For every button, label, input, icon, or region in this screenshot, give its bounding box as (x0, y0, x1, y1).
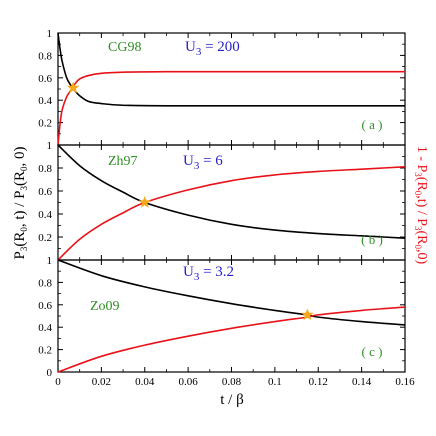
y-tick-label: 0.8 (38, 277, 52, 289)
y-tick-label: 0.6 (38, 73, 52, 85)
panel-label: ( a ) (362, 117, 383, 132)
x-tick-label: 0.12 (309, 376, 328, 388)
y-tick-label: 0.4 (38, 209, 52, 221)
dataset-tag: CG98 (108, 40, 141, 55)
x-tick-label: 0.04 (135, 376, 155, 388)
dataset-tag: Zh97 (108, 154, 138, 169)
y-tick-label: 0.2 (38, 345, 52, 357)
y-tick-label: 0.4 (38, 95, 52, 107)
y-tick-label: 0.6 (38, 186, 52, 198)
u3-label: U3 = 6 (183, 153, 223, 172)
y-tick-label: 0.8 (38, 50, 52, 62)
y-tick-label: 1 (47, 255, 53, 267)
panel-b: 1 0.8 0.6 0.4 0.2 Zh97 U3 = 6 ( b ) (38, 140, 406, 261)
red-curve (57, 70, 405, 146)
x-tick-label: 0.16 (395, 376, 415, 388)
x-tick-label: 0.06 (179, 376, 199, 388)
black-curve (57, 144, 406, 239)
crossing-star-marker (301, 308, 314, 321)
x-tick-label: 0.1 (268, 376, 282, 388)
y-tick-label: 0.2 (38, 232, 52, 244)
crossing-star-marker (67, 81, 80, 94)
y-tick-label: 0.4 (38, 322, 52, 334)
u3-label: U3 = 3.2 (183, 264, 234, 283)
y-tick-label: 0.8 (38, 163, 52, 175)
u3-label: U3 = 200 (185, 39, 240, 58)
crossing-star-marker (138, 196, 151, 208)
y-tick-label: 1 (47, 140, 53, 152)
y-axis-label-right: 1 - P3(R0,t) / P3(R0,0) (413, 146, 429, 265)
panel-c: 1 0.8 0.6 0.4 0.2 0 Zo09 U3 = 3.2 ( c ) (38, 255, 406, 379)
panel-label: ( b ) (361, 232, 383, 247)
x-tick-label: 0.14 (352, 376, 372, 388)
x-axis-label: t / β (220, 392, 243, 408)
y-tick-label: 1 (47, 28, 53, 40)
y-tick-label: 0 (47, 367, 53, 379)
y-axis-label-left: P3(R0, t) / P3(R0, 0) (12, 146, 29, 259)
panel-a: 1 0.8 0.6 0.4 0.2 CG98 U3 = 200 ( a ) (38, 28, 406, 146)
black-curve (57, 32, 405, 107)
red-curve (57, 306, 406, 373)
x-tick-label: 0.02 (92, 376, 111, 388)
x-tick-label: 0 (55, 376, 61, 388)
y-tick-label: 0.2 (38, 118, 52, 130)
y-tick-label: 0.6 (38, 300, 52, 312)
x-tick-label: 0.08 (222, 376, 242, 388)
dataset-tag: Zo09 (90, 299, 120, 314)
panel-label: ( c ) (362, 344, 383, 359)
red-curve (57, 166, 406, 261)
black-curve (57, 259, 406, 326)
